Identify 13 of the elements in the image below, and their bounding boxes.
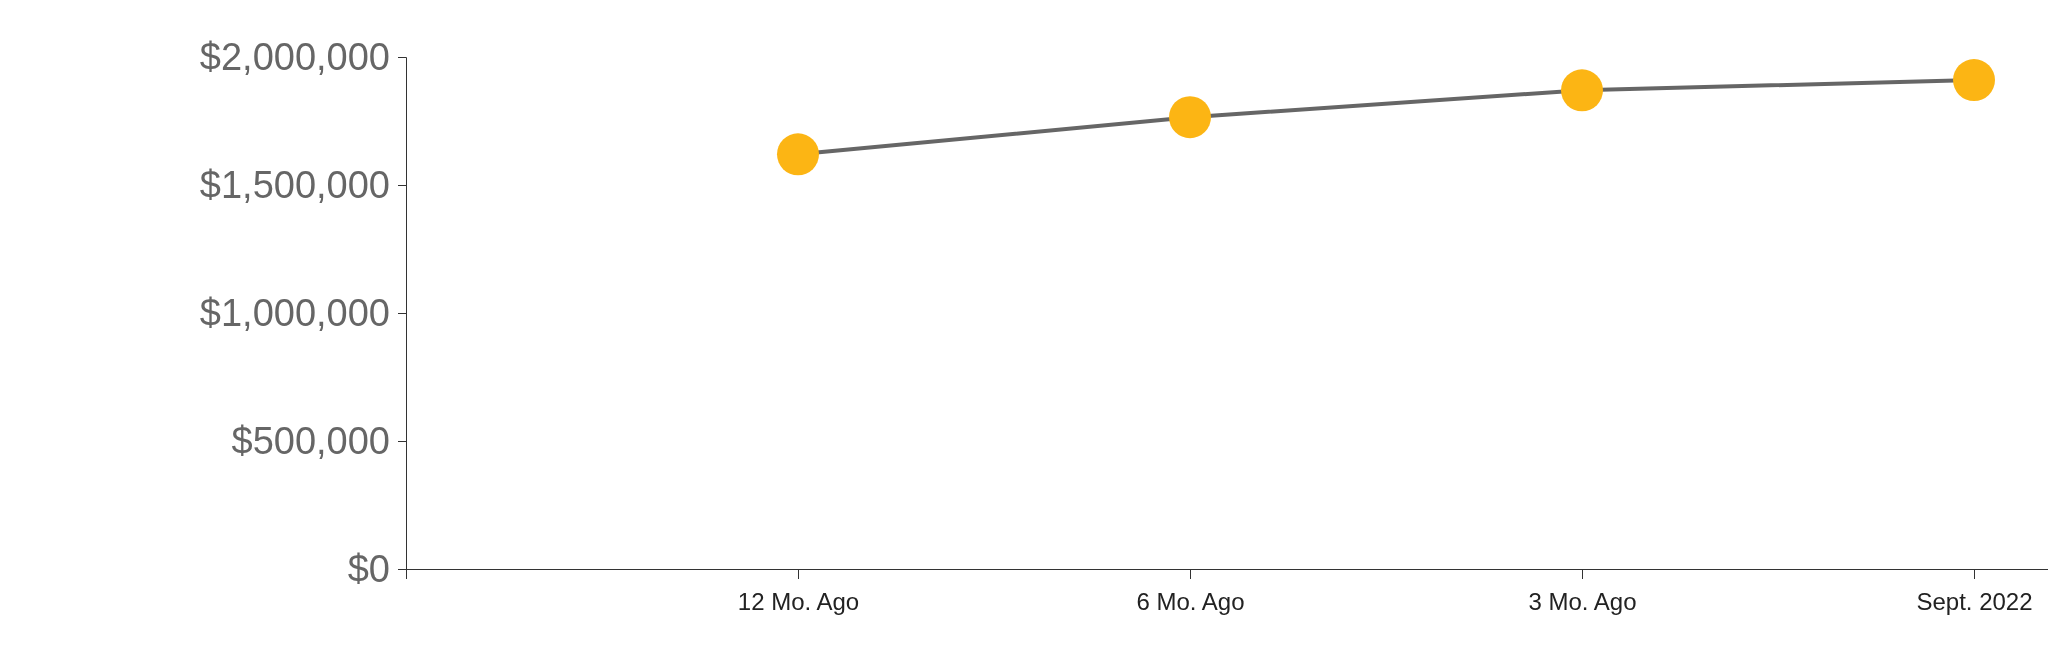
y-tick-label: $500,000 [231, 419, 390, 462]
x-tick-label: Sept. 2022 [1916, 588, 2033, 616]
y-tick-label: $1,000,000 [199, 291, 390, 334]
x-tick-label: 3 Mo. Ago [1528, 588, 1637, 616]
x-tick-label: 6 Mo. Ago [1136, 588, 1245, 616]
y-tick-label: $1,500,000 [199, 163, 390, 206]
point [777, 133, 819, 176]
point [1953, 59, 1995, 101]
x-tick-label: 12 Mo. Ago [737, 588, 860, 616]
y-tick-label: $0 [347, 547, 390, 590]
point [1561, 69, 1603, 112]
y-tick-label: $2,000,000 [199, 35, 390, 78]
point [1169, 96, 1211, 139]
